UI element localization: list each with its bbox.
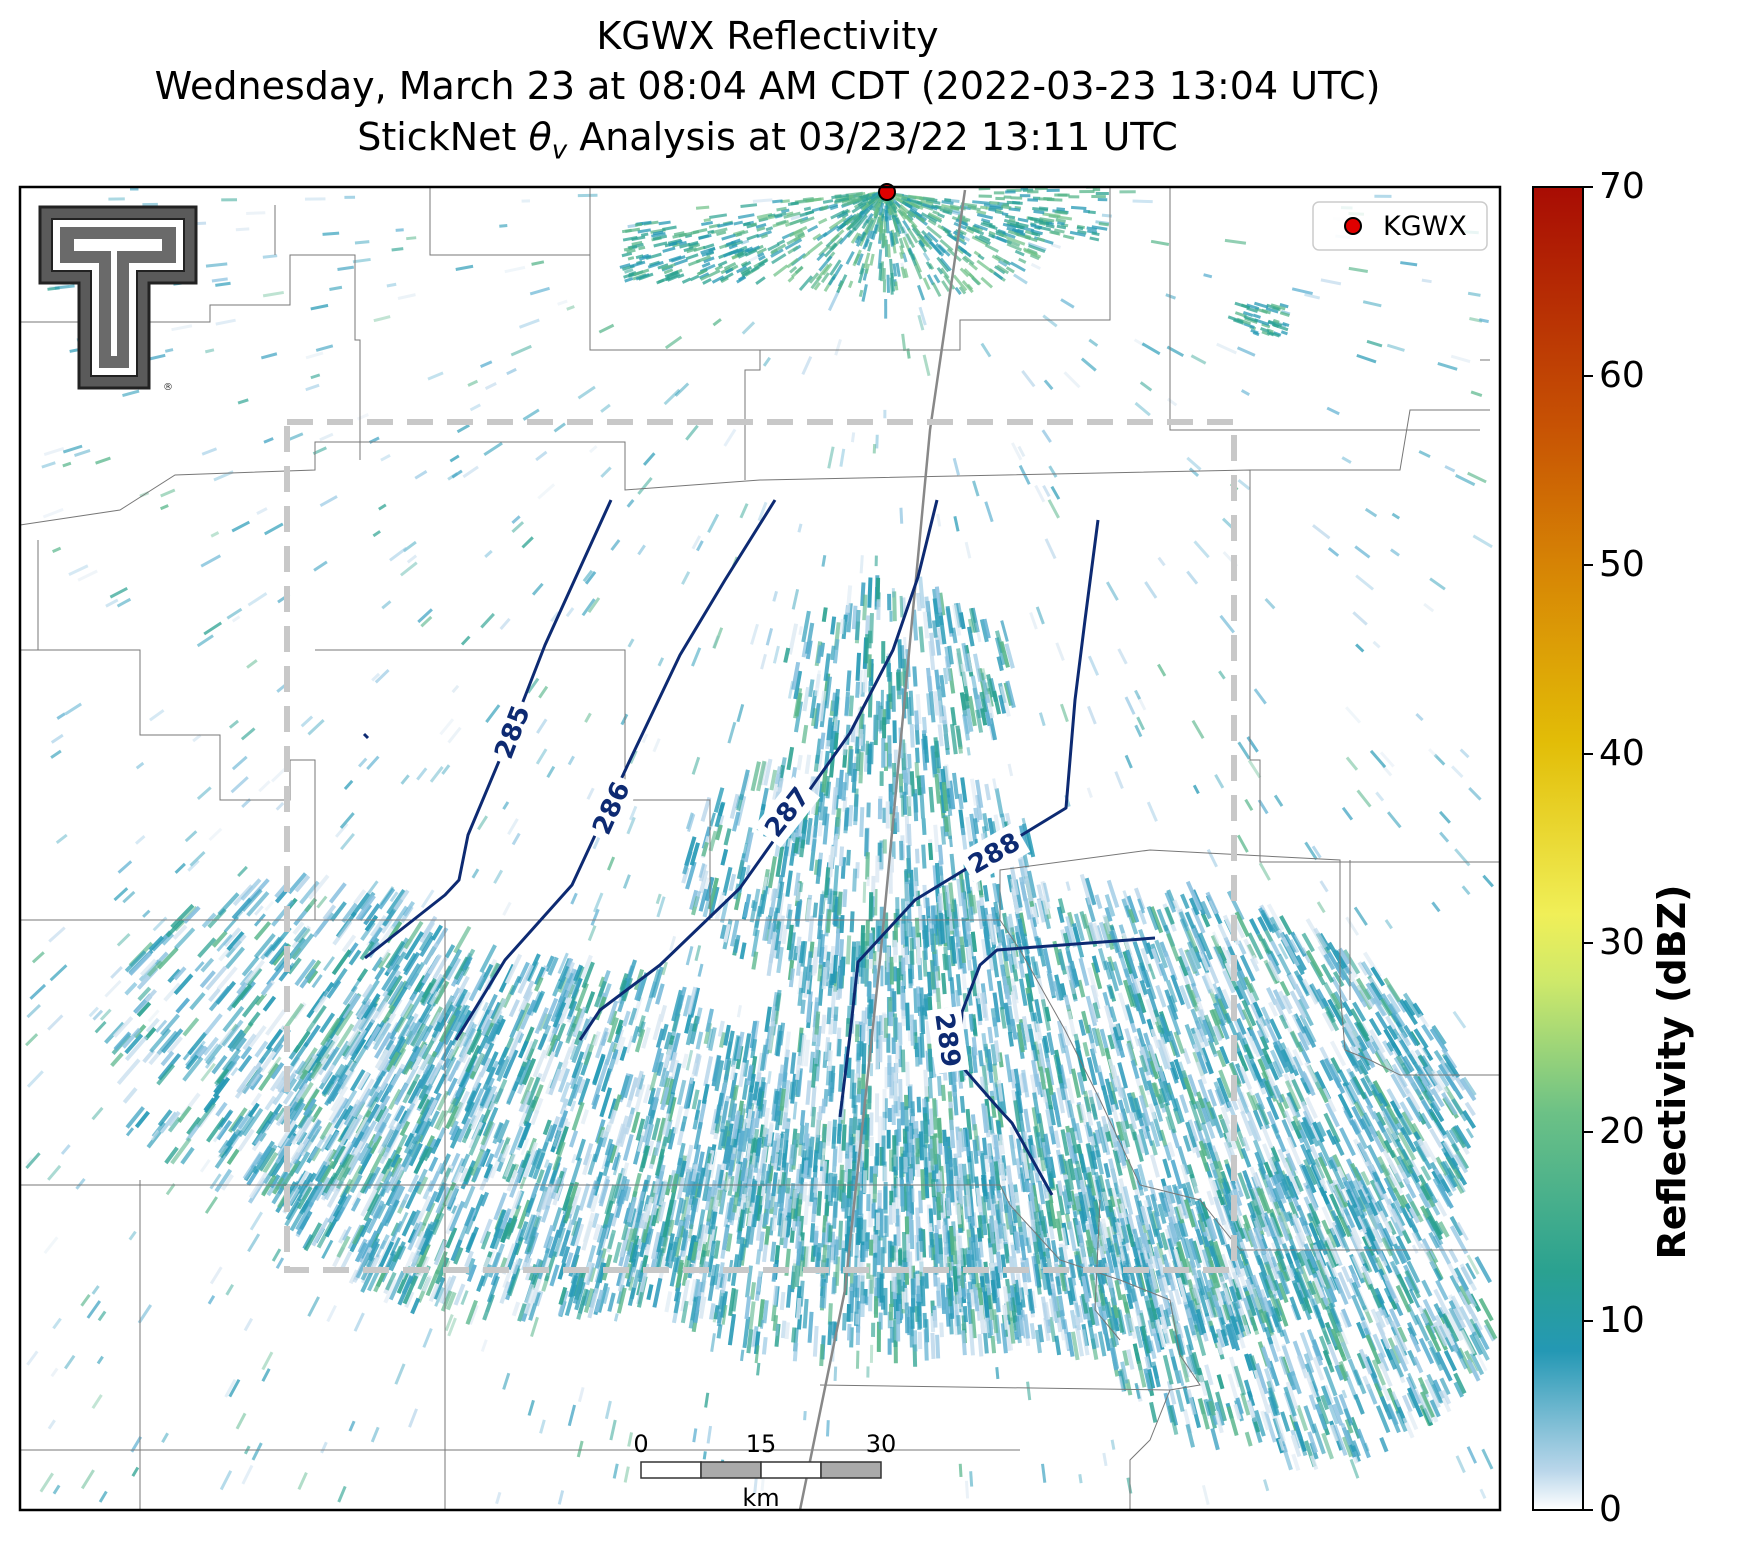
scale-bar: 0 15 30 km [633,1430,896,1512]
colorbar-tick-label: 0 [1599,1489,1622,1530]
state-boundary [798,189,967,1510]
theta-symbol: θ [528,115,552,159]
scale-tick-30: 30 [866,1430,897,1458]
title-line-1: KGWX Reflectivity [596,14,939,58]
colorbar-tick-label: 50 [1599,544,1645,585]
contour-286 [454,499,777,1041]
analysis-domain-box [284,419,1237,1273]
legend-label: KGWX [1383,211,1467,242]
title-line-3-suffix: Analysis at 03/23/22 13:11 UTC [567,115,1178,159]
title-line-3: StickNet θv Analysis at 03/23/22 13:11 U… [0,115,1535,173]
colorbar-tick-label: 10 [1599,1300,1645,1341]
scale-tick-0: 0 [633,1430,648,1458]
reflectivity-echoes [25,187,1498,1506]
scale-tick-15: 15 [746,1430,777,1458]
colorbar [1532,186,1593,1511]
colorbar-title: Reflectivity (dBZ) [1650,884,1694,1260]
scale-unit: km [742,1484,779,1512]
colorbar-tick-label: 40 [1599,733,1645,774]
colorbar-tick-label: 60 [1599,355,1645,396]
theta-subscript: v [551,135,568,166]
map-frame [18,185,1502,1512]
legend-box: KGWX [1312,201,1488,251]
colorbar-tick-label: 20 [1599,1111,1645,1152]
title-line-2: Wednesday, March 23 at 08:04 AM CDT (202… [154,64,1381,108]
texas-tech-logo: ® [38,205,198,393]
contour-285 [364,499,613,960]
contour-label-289: 289 [928,1011,965,1069]
colorbar-tick-label: 70 [1599,166,1645,207]
colorbar-tick-label: 30 [1599,922,1645,963]
logo-registered: ® [163,382,173,393]
legend-marker [1344,217,1362,235]
title-line-3-prefix: StickNet [357,115,529,159]
contour-stub [362,732,370,740]
